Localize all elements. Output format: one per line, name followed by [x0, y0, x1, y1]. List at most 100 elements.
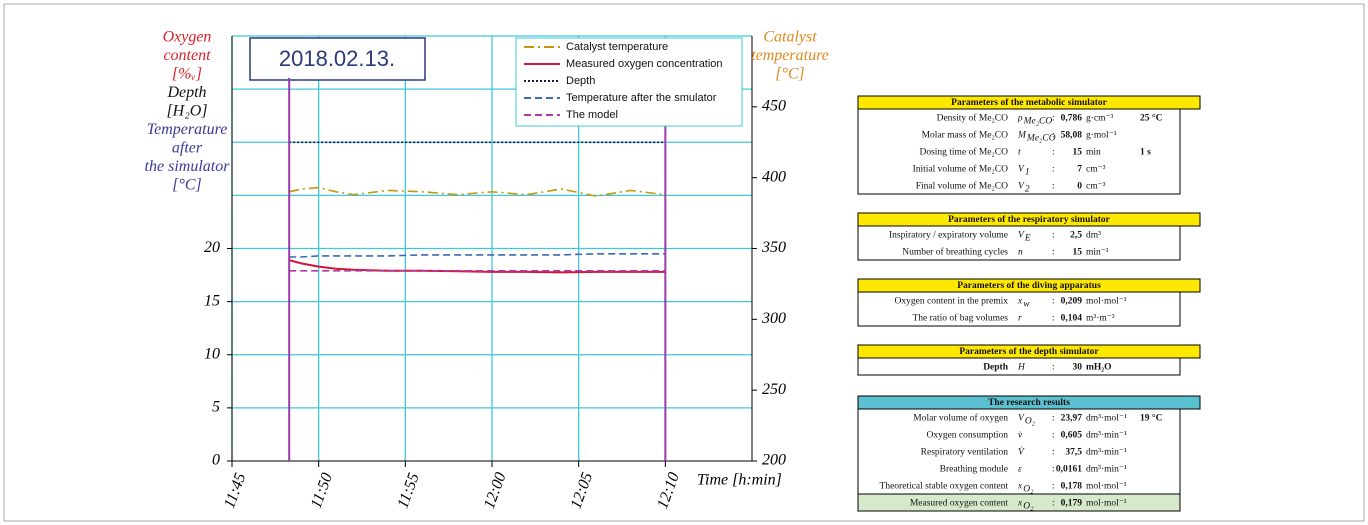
y2-axis-label: temperature	[751, 47, 829, 64]
row-symbol: r	[1018, 314, 1022, 324]
row-unit: mol·mol⁻¹	[1086, 297, 1127, 307]
row-separator: :	[1052, 114, 1055, 124]
row-symbol-sub: O₂	[1023, 485, 1034, 495]
row-value: 0,178	[1061, 482, 1083, 492]
panel-title: Parameters of the depth simulator	[959, 347, 1099, 357]
row-label: The ratio of bag volumes	[912, 313, 1008, 324]
row-label: Density of Me₂CO	[937, 113, 1009, 124]
panel-title: The research results	[988, 398, 1070, 408]
row-label: Inspiratory / expiratory volume	[889, 231, 1008, 241]
y2-tick-label: 200	[762, 452, 786, 469]
date-box	[249, 37, 426, 81]
row-label: Theoretical stable oxygen content	[880, 482, 1009, 492]
row-symbol: V	[1018, 414, 1025, 424]
x-tick-label: 12:10	[654, 470, 683, 511]
y2-tick-label: 300	[761, 310, 786, 327]
x-axis-label: Time [h:min]	[697, 472, 782, 489]
row-separator: :	[1052, 182, 1055, 192]
row-unit: cm⁻³	[1086, 165, 1106, 175]
row-value: 37,5	[1065, 448, 1082, 458]
row-symbol-sub: 2	[1025, 185, 1030, 195]
row-unit: min	[1086, 148, 1101, 158]
row-value: 30	[1073, 363, 1083, 373]
y2-tick-label: 400	[762, 168, 786, 185]
row-value: 0,0161	[1056, 465, 1082, 475]
legend-label: Catalyst temperature	[566, 41, 668, 53]
row-value: 15	[1073, 148, 1083, 158]
panel-body	[857, 108, 1181, 195]
row-separator: :	[1052, 482, 1055, 492]
row-unit: cm⁻³	[1086, 182, 1106, 192]
row-label: Final volume of Me₂CO	[916, 181, 1008, 192]
row-unit: mol·mol⁻¹	[1086, 499, 1127, 509]
y-axis-label: Depth	[166, 84, 206, 101]
row-separator: :	[1052, 448, 1055, 458]
row-value: 0,605	[1061, 431, 1083, 441]
row-label: Molar volume of oxygen	[913, 413, 1008, 424]
y-axis-label: the simulator	[145, 158, 231, 175]
row-value: 0	[1077, 182, 1082, 192]
row-separator: :	[1052, 465, 1055, 475]
row-label: Measured oxygen content	[910, 499, 1008, 509]
date-label: 2018.02.13.	[279, 46, 395, 71]
row-label: Oxygen content in the premix	[895, 297, 1009, 307]
row-symbol: ρ	[1017, 114, 1023, 124]
row-symbol: V	[1018, 165, 1025, 175]
y2-axis-label: Catalyst	[763, 29, 817, 46]
row-value: 15	[1073, 248, 1083, 258]
y2-tick-label: 350	[761, 239, 786, 256]
row-separator: :	[1052, 314, 1055, 324]
y-axis-label: Oxygen	[163, 29, 212, 46]
row-separator: :	[1052, 431, 1055, 441]
y2-tick-label: 450	[762, 98, 786, 115]
row-label: Oxygen consumption	[926, 431, 1008, 441]
row-unit: dm³·min⁻¹	[1086, 448, 1127, 458]
row-unit: min⁻¹	[1086, 248, 1109, 258]
row-separator: :	[1052, 231, 1055, 241]
row-extra: 1 s	[1140, 148, 1151, 158]
row-symbol-sub: w	[1023, 300, 1030, 310]
row-value: 0,209	[1061, 297, 1083, 307]
legend-label: Depth	[566, 75, 595, 87]
x-tick-label: 12:00	[481, 470, 510, 511]
row-unit: mol·mol⁻¹	[1086, 482, 1127, 492]
row-symbol-sub: Me₂CO	[1026, 134, 1056, 144]
row-extra: 25 °C	[1140, 113, 1163, 124]
row-value: 2,5	[1070, 231, 1082, 241]
panel-body	[857, 225, 1181, 261]
y-tick-label: 15	[204, 292, 220, 309]
row-unit: dm³·min⁻¹	[1086, 431, 1127, 441]
row-symbol: V̇	[1018, 446, 1025, 457]
y-axis-label: content	[163, 47, 211, 64]
row-label: Initial volume of Me₂CO	[913, 164, 1009, 175]
row-symbol: ε	[1018, 465, 1022, 475]
row-symbol: V	[1018, 182, 1025, 192]
panel-title: Parameters of the respiratory simulator	[948, 215, 1111, 225]
row-separator: :	[1052, 131, 1055, 141]
series-line	[289, 253, 666, 258]
row-separator: :	[1052, 148, 1055, 158]
y-tick-label: 5	[212, 399, 220, 416]
row-unit: mH₂O	[1086, 363, 1112, 373]
row-separator: :	[1052, 363, 1055, 373]
row-symbol-sub: O₂	[1023, 502, 1034, 512]
row-unit: dm³·mol⁻¹	[1086, 414, 1127, 424]
row-symbol: V	[1018, 231, 1025, 241]
y-axis-label: after	[172, 140, 203, 157]
legend-label: Measured oxygen concentration	[566, 58, 723, 70]
row-symbol: x	[1017, 482, 1023, 492]
y-axis-label: [°C]	[172, 177, 202, 194]
row-symbol-sub: O₂	[1025, 417, 1036, 427]
row-symbol: x	[1017, 297, 1023, 307]
row-symbol-sub: 1	[1025, 168, 1030, 178]
y-tick-label: 0	[212, 452, 220, 469]
y-axis-label: [%ᵥ]	[172, 66, 202, 83]
row-separator: :	[1052, 414, 1055, 424]
frame	[3, 3, 1365, 522]
panel-title: Parameters of the diving apparatus	[957, 281, 1101, 291]
row-separator: :	[1052, 165, 1055, 175]
highlight-row	[857, 493, 1181, 512]
row-symbol: x	[1017, 499, 1023, 509]
